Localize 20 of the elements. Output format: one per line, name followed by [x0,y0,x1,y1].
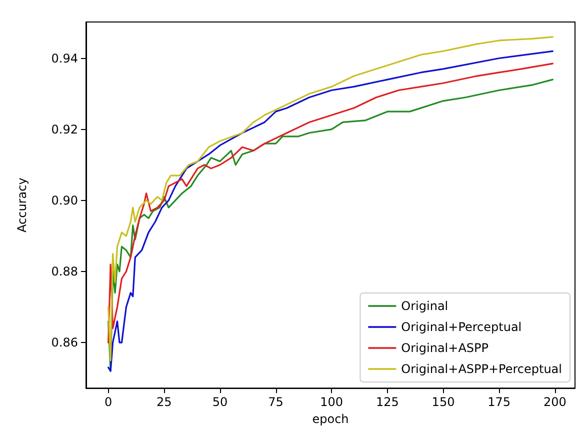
x-tick-label: 50 [212,395,228,410]
x-tick-label: 150 [432,395,455,410]
x-axis-title: epoch [312,412,349,426]
y-tick-label: 0.90 [51,193,78,208]
legend-label: Original+ASPP+Perceptual [401,362,562,376]
x-tick-label: 175 [488,395,511,410]
x-tick-label: 75 [268,395,284,410]
y-tick-label: 0.92 [51,122,78,136]
x-tick-label: 200 [543,395,566,410]
x-tick-label: 100 [320,395,344,410]
x-tick-label: 0 [104,395,112,410]
y-axis-title: Accuracy [15,178,29,232]
legend-label: Original+ASPP [401,341,488,355]
y-tick-label: 0.86 [51,336,78,350]
legend-label: Original [401,299,448,313]
legend-label: Original+Perceptual [401,320,522,334]
y-tick-label: 0.88 [51,264,78,279]
y-tick-label: 0.94 [51,51,78,66]
x-tick-label: 25 [156,395,172,410]
x-tick-label: 125 [376,395,399,410]
